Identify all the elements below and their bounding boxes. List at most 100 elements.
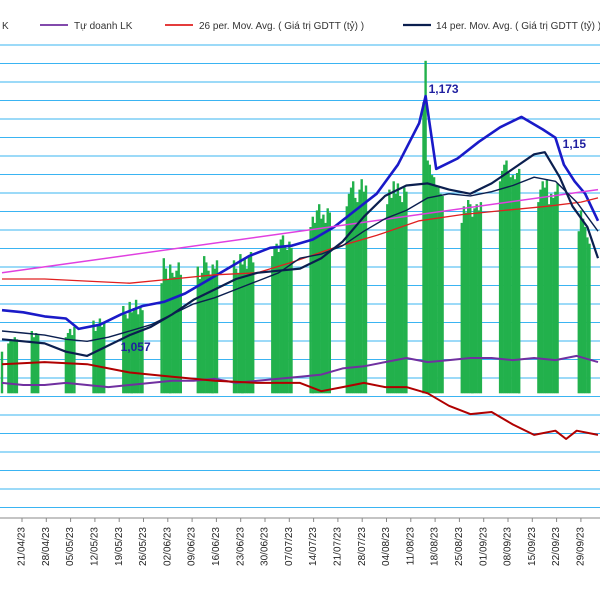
volume-bar [475, 204, 478, 394]
volume-bar [203, 256, 206, 394]
volume-bar [315, 210, 319, 394]
volume-bar [245, 268, 248, 394]
volume-bar [543, 187, 546, 394]
volume-bar [247, 256, 251, 394]
volume-bar [554, 191, 557, 394]
volume-bar [360, 179, 363, 394]
volume-bar [511, 175, 515, 394]
volume-bar [11, 341, 14, 394]
volume-bar [550, 193, 553, 394]
volume-bar [215, 260, 219, 394]
volume-bar [311, 216, 314, 394]
x-tick-label: 22/09/23 [551, 527, 562, 566]
volume-bar [137, 314, 140, 394]
volume-bar [498, 181, 502, 394]
volume-bar [390, 197, 393, 394]
volume-bar [7, 343, 10, 394]
series-line-red [1, 361, 599, 440]
volume-bar [175, 270, 178, 394]
volume-bar [539, 189, 542, 394]
volume-bar [467, 200, 470, 394]
volume-bar [313, 222, 317, 394]
volume-bar [358, 189, 361, 394]
series-line-purple [1, 354, 599, 389]
volume-bar [422, 102, 425, 394]
volume-bar [213, 268, 217, 394]
volume-bar [509, 177, 512, 394]
volume-bar [205, 262, 208, 394]
volume-bar [271, 256, 274, 394]
volume-bar [132, 308, 136, 394]
volume-bar [439, 193, 442, 394]
volume-bar [507, 173, 510, 394]
x-tick-label: 16/06/23 [211, 527, 222, 566]
volume-bar [501, 170, 504, 394]
volume-bar [126, 318, 129, 394]
legend-label: 26 per. Mov. Avg. ( Giá trị GDTT (tỷ) ) [199, 20, 364, 32]
volume-bar [0, 351, 4, 394]
volume-bar [166, 279, 170, 394]
x-tick-label: 28/07/23 [357, 527, 368, 566]
volume-bar [552, 197, 555, 394]
x-tick-label: 02/06/23 [162, 527, 173, 566]
x-tick-label: 05/05/23 [65, 527, 76, 566]
volume-bar [290, 247, 293, 394]
volume-bar [162, 258, 165, 394]
x-tick-label: 01/09/23 [478, 527, 489, 566]
volume-bar [141, 310, 144, 394]
volume-bar [428, 164, 431, 394]
volume-bar [318, 204, 321, 394]
volume-bar [160, 283, 163, 394]
volume-bar [32, 337, 36, 394]
x-tick-label: 11/08/23 [405, 527, 416, 566]
volume-bar [430, 175, 434, 394]
volume-bar [130, 312, 133, 394]
volume-bar [232, 260, 236, 394]
volume-bar [96, 324, 99, 394]
volume-bar [241, 264, 244, 394]
volume-bar [352, 181, 355, 394]
volume-bar [122, 306, 125, 394]
volume-bar [239, 254, 242, 394]
volume-bar [207, 270, 210, 394]
volume-bar [252, 262, 255, 394]
volume-bar [541, 181, 544, 394]
volume-bar [469, 204, 472, 394]
x-tick-label: 30/06/23 [260, 527, 271, 566]
volume-bar [283, 245, 287, 394]
volume-bar [288, 241, 291, 394]
annotation-label: 1,057 [121, 340, 151, 354]
volume-bar [471, 216, 474, 394]
volume-bar [100, 326, 104, 394]
volume-bar [347, 193, 351, 394]
volume-bar [362, 191, 366, 394]
x-tick-label: 21/04/23 [17, 527, 28, 566]
volume-bar [13, 337, 16, 394]
volume-bar [234, 268, 238, 394]
volume-bar [356, 202, 359, 394]
volume-bar [324, 222, 327, 394]
volume-bar [477, 210, 480, 394]
volume-bar [273, 247, 276, 394]
volume-bar [464, 212, 468, 394]
volume-bar [392, 181, 395, 394]
volume-bar [586, 237, 589, 394]
volume-bar [134, 299, 138, 394]
volume-bar [139, 306, 142, 394]
volume-bar [547, 204, 551, 394]
volume-bar [94, 331, 97, 394]
volume-bar [322, 214, 325, 394]
volume-bar [177, 262, 180, 394]
volume-bar [179, 274, 182, 394]
bars-layer [0, 60, 591, 394]
volume-bar [479, 202, 483, 394]
volume-bar [505, 160, 508, 394]
volume-bar [249, 252, 253, 394]
series-line-ma14 [1, 176, 599, 342]
volume-bar [173, 276, 176, 394]
volume-bar [281, 235, 285, 394]
volume-bar [405, 191, 408, 394]
volume-bar [473, 208, 476, 394]
volume-bar [320, 218, 323, 394]
